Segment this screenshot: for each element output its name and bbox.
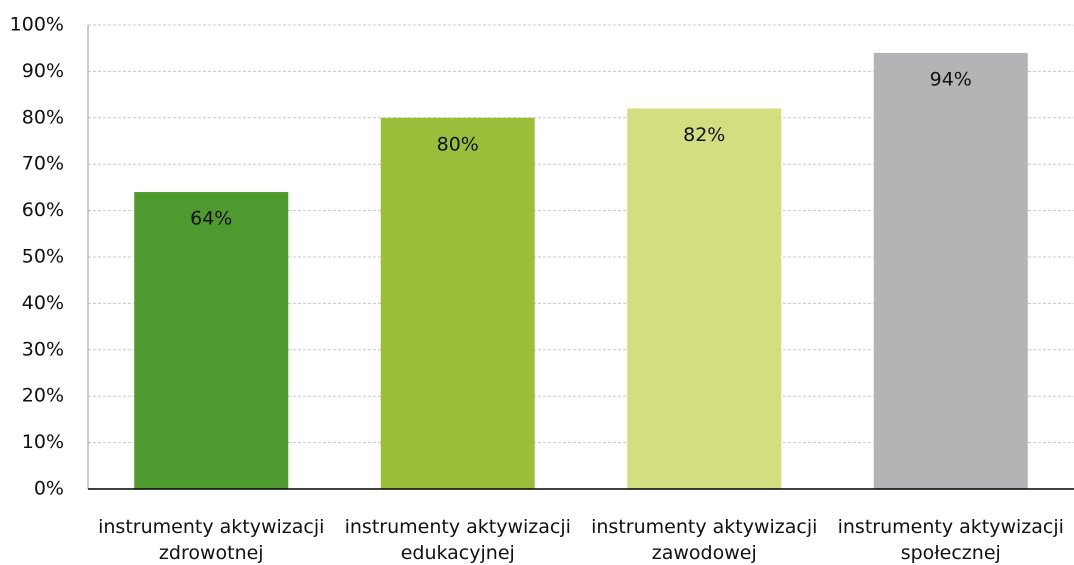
y-tick-label: 90% (22, 60, 64, 82)
y-tick-label: 0% (34, 478, 64, 500)
y-tick-label: 80% (22, 106, 64, 128)
data-label: 64% (190, 208, 232, 230)
bar (627, 108, 782, 490)
x-tick-label: instrumenty aktywizacji zawodowej (591, 516, 817, 564)
bar (873, 52, 1028, 490)
y-tick-label: 60% (22, 199, 64, 221)
bar (134, 192, 289, 490)
data-label: 82% (683, 124, 725, 146)
x-tick-label: instrumenty aktywizacji edukacyjnej (345, 516, 571, 564)
y-tick-label: 70% (22, 153, 64, 175)
x-tick-label: instrumenty aktywizacji zdrowotnej (98, 516, 324, 564)
data-label: 94% (930, 68, 972, 90)
y-tick-label: 50% (22, 246, 64, 268)
bar (380, 117, 535, 490)
data-label: 80% (437, 133, 479, 155)
y-tick-label: 100% (10, 14, 64, 36)
y-tick-label: 20% (22, 385, 64, 407)
y-tick-label: 40% (22, 292, 64, 314)
x-tick-label: instrumenty aktywizacji społecznej (838, 516, 1064, 564)
y-tick-label: 10% (22, 431, 64, 453)
y-tick-label: 30% (22, 338, 64, 360)
